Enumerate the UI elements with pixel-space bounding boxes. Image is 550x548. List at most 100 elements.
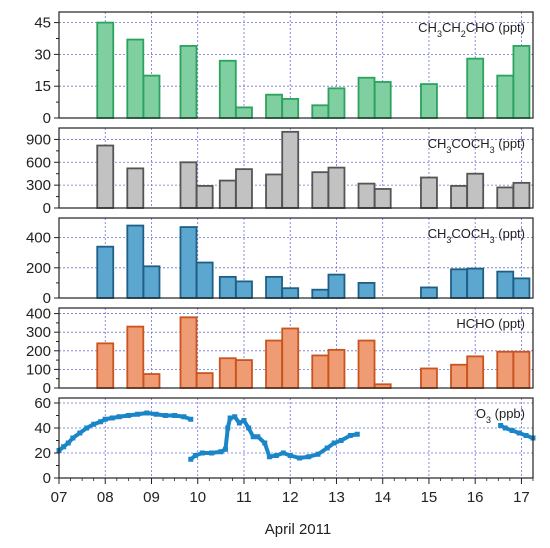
bar (311, 354, 330, 389)
ozone-data-point (241, 418, 247, 423)
panel-label: O3 (ppb) (476, 406, 525, 425)
panel-2: 0 200 400 CH3COCH3 (ppt) (26, 217, 534, 307)
bar (126, 38, 145, 119)
bar (265, 275, 283, 299)
y-tick-label: 400 (26, 230, 51, 247)
bar (327, 273, 346, 299)
ozone-data-point (162, 413, 168, 418)
bar (281, 287, 300, 299)
ozone-data-point (255, 434, 261, 440)
ozone-data-point (181, 414, 187, 420)
bar (179, 45, 198, 119)
ozone-data-point (116, 414, 122, 420)
bar (311, 171, 330, 209)
bar (126, 167, 145, 209)
ozone-data-point (306, 454, 312, 460)
bar (327, 166, 346, 209)
ozone-data-point (324, 445, 330, 451)
ozone-data-point (509, 428, 515, 433)
bar (496, 270, 515, 299)
bar (311, 104, 330, 119)
x-tick-label: 07 (51, 489, 68, 506)
ozone-data-point (266, 454, 272, 460)
x-tick-label: 11 (236, 489, 252, 506)
panel-label: HCHO (ppt) (456, 316, 525, 331)
bar (126, 325, 145, 389)
bar (357, 282, 376, 299)
y-tick-label: 600 (26, 154, 51, 171)
y-tick-label: 200 (26, 260, 51, 277)
ozone-data-point (315, 451, 321, 457)
ozone-data-point (516, 430, 522, 436)
ozone-data-point (153, 411, 159, 417)
ozone-data-point (125, 413, 131, 418)
y-tick-label: 60 (34, 395, 51, 412)
ozone-data-point (209, 450, 215, 456)
x-tick-label: 16 (467, 489, 484, 506)
ozone-data-point (232, 414, 238, 420)
bar (357, 182, 376, 209)
bar (357, 76, 376, 119)
panel-1: 0 300 600 900 CH3COCH3 (ppt) (26, 127, 534, 217)
x-axis-label: April 2011 (265, 521, 331, 538)
ozone-data-point (199, 450, 205, 456)
ozone-data-point (172, 413, 178, 418)
y-tick-label: 400 (26, 306, 51, 323)
ozone-data-point (338, 438, 344, 443)
bar (281, 130, 300, 209)
bar (96, 21, 115, 119)
ozone-data-point (227, 415, 233, 421)
bar (218, 275, 237, 299)
ozone-data-point (246, 425, 252, 431)
y-tick-label: 0 (43, 290, 51, 307)
y-tick-label: 200 (26, 343, 51, 360)
bar (466, 267, 485, 299)
bar (265, 93, 283, 119)
bar (265, 339, 283, 389)
ozone-data-point (225, 425, 231, 431)
ozone-data-point (296, 455, 302, 461)
bar (218, 357, 237, 389)
panel-4: 0 20 40 60 O3 (ppb) (34, 395, 536, 487)
ozone-data-point (502, 425, 508, 431)
bar (496, 74, 515, 119)
bar (466, 172, 485, 209)
bar (450, 185, 468, 209)
bar (235, 280, 253, 299)
bar (327, 87, 346, 119)
y-tick-label: 45 (34, 15, 51, 32)
x-tick-label: 10 (189, 489, 206, 506)
x-tick-label: 14 (374, 489, 391, 506)
bar (512, 181, 531, 209)
y-tick-label: 0 (43, 110, 51, 127)
bar (195, 372, 214, 389)
x-tick-label: 17 (513, 489, 530, 506)
bar (512, 350, 531, 389)
ozone-data-point (287, 453, 293, 458)
y-tick-label: 0 (43, 470, 51, 487)
bar (142, 373, 161, 389)
ozone-data-point (91, 421, 97, 427)
y-tick-label: 300 (26, 324, 51, 341)
panel-frame (58, 217, 534, 299)
bar (420, 286, 438, 299)
panel-frame (58, 307, 534, 389)
bar (466, 355, 485, 389)
x-tick-label: 09 (143, 489, 160, 506)
bar (235, 168, 253, 209)
bar (235, 359, 253, 389)
panel-label: CH3COCH3 (ppt) (428, 226, 525, 245)
ozone-data-point (188, 416, 194, 422)
bar (218, 179, 237, 209)
y-tick-label: 20 (34, 445, 51, 462)
bar (450, 363, 468, 389)
bar (235, 106, 253, 119)
ozone-data-point (222, 446, 228, 452)
ozone-data-point (188, 456, 194, 462)
bar (373, 188, 392, 209)
ozone-data-point (102, 416, 108, 422)
bar (512, 45, 531, 119)
bar (466, 57, 485, 119)
bar (195, 261, 214, 299)
